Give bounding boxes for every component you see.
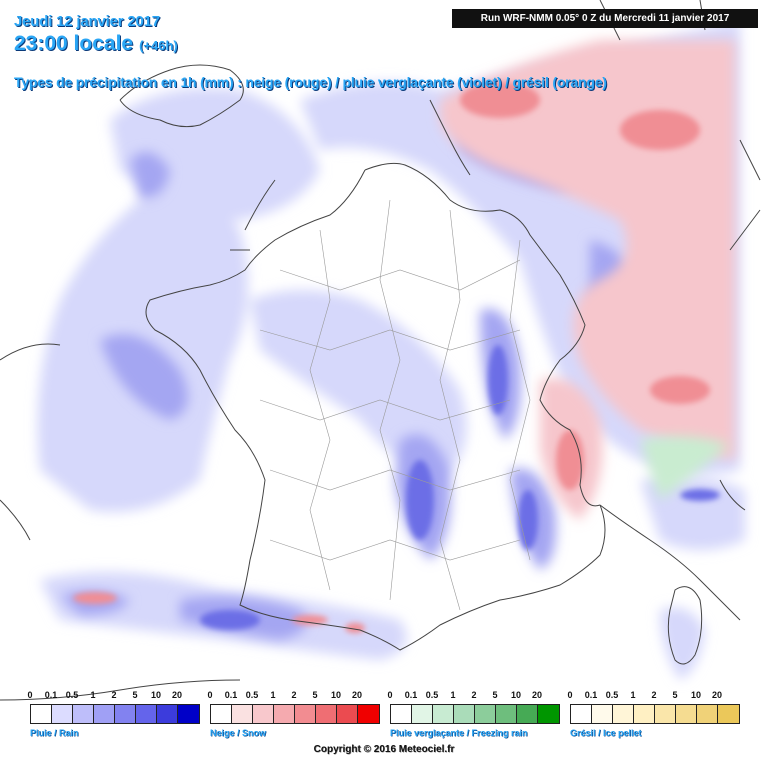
- legend-tick-label: 2: [291, 690, 297, 700]
- legend-color-swatch: [115, 705, 136, 723]
- legend-tick-label: 10: [330, 690, 342, 700]
- forecast-time: 23:00 locale (+46h): [14, 32, 178, 56]
- legend-tick-label: 1: [630, 690, 636, 700]
- legend-color-bar: [570, 704, 740, 724]
- legend-color-swatch: [718, 705, 739, 723]
- legend-tick-label: 10: [510, 690, 522, 700]
- legend-tick-label: 0.1: [224, 690, 238, 700]
- legend-tick-label: 5: [672, 690, 678, 700]
- legend-tick-label: 5: [132, 690, 138, 700]
- legend-color-swatch: [697, 705, 718, 723]
- legend-ticks: 0 0.1 0.5 1 2 5 10 20: [27, 690, 200, 704]
- legend-tick-label: 0.5: [425, 690, 439, 700]
- legend-tick-label: 1: [450, 690, 456, 700]
- legend-color-swatch: [358, 705, 379, 723]
- legend-tick-label: 0.5: [605, 690, 619, 700]
- legend-color-bar: [30, 704, 200, 724]
- legend-tick-label: 0.1: [44, 690, 58, 700]
- legend-color-swatch: [232, 705, 253, 723]
- legend-color-swatch: [73, 705, 94, 723]
- legend-color-swatch: [31, 705, 52, 723]
- legend-tick-label: 0: [27, 690, 33, 700]
- legend-color-swatch: [316, 705, 337, 723]
- model-run-label: Run WRF-NMM 0.05° 0 Z du Mercredi 11 jan…: [452, 9, 758, 28]
- legend-color-swatch: [613, 705, 634, 723]
- legend-color-swatch: [136, 705, 157, 723]
- legend-tick-label: 1: [270, 690, 276, 700]
- map-subtitle: Types de précipitation en 1h (mm) : neig…: [14, 74, 607, 90]
- legend-tick-label: 0: [567, 690, 573, 700]
- legend-ticks: 0 0.1 0.5 1 2 5 10 20: [207, 690, 380, 704]
- legend-tick-label: 0.1: [404, 690, 418, 700]
- legend-color-swatch: [433, 705, 454, 723]
- legend-tick-label: 0.1: [584, 690, 598, 700]
- legend-ticks: 0 0.1 0.5 1 2 5 10 20: [387, 690, 560, 704]
- legend-tick-label: 0: [207, 690, 213, 700]
- legend-color-swatch: [538, 705, 559, 723]
- legend-scale: 0 0.1 0.5 1 2 5 10 20 Grésil / Ice pellet: [567, 690, 740, 738]
- legend-tick-label: 5: [312, 690, 318, 700]
- legend-color-swatch: [454, 705, 475, 723]
- legend-color-swatch: [634, 705, 655, 723]
- legend-tick-label: 1: [90, 690, 96, 700]
- legend-color-swatch: [337, 705, 358, 723]
- departement-borders: [259, 199, 531, 611]
- legend-color-swatch: [274, 705, 295, 723]
- freezing-rain-areas: [640, 436, 730, 500]
- coastlines: [0, 0, 761, 701]
- legend-ticks: 0 0.1 0.5 1 2 5 10 20: [567, 690, 740, 704]
- legend-tick-label: 0: [387, 690, 393, 700]
- legend-tick-label: 0.5: [65, 690, 79, 700]
- legend-tick-label: 20: [711, 690, 723, 700]
- legend-color-swatch: [676, 705, 697, 723]
- legend-tick-label: 20: [531, 690, 543, 700]
- legend-tick-label: 10: [690, 690, 702, 700]
- legend-color-swatch: [571, 705, 592, 723]
- legend-color-swatch: [412, 705, 433, 723]
- legend-tick-label: 2: [471, 690, 477, 700]
- legend-color-swatch: [592, 705, 613, 723]
- legend-color-swatch: [295, 705, 316, 723]
- forecast-time-value: 23:00 locale: [14, 32, 134, 55]
- copyright: Copyright © 2016 Meteociel.fr: [313, 744, 455, 755]
- legend-tick-label: 20: [351, 690, 363, 700]
- legend-color-swatch: [496, 705, 517, 723]
- forecast-lead: (+46h): [139, 38, 178, 53]
- legend-color-bar: [210, 704, 380, 724]
- forecast-date: Jeudi 12 janvier 2017: [14, 13, 160, 30]
- legend-color-swatch: [94, 705, 115, 723]
- legend-color-bar: [390, 704, 560, 724]
- legend-color-swatch: [157, 705, 178, 723]
- legend-color-swatch: [178, 705, 199, 723]
- legend-tick-label: 2: [111, 690, 117, 700]
- legend-color-swatch: [211, 705, 232, 723]
- legend-color-swatch: [253, 705, 274, 723]
- legend-tick-label: 0.5: [245, 690, 259, 700]
- legend-color-swatch: [655, 705, 676, 723]
- legend-label: Grésil / Ice pellet: [570, 728, 642, 738]
- legend-scale: 0 0.1 0.5 1 2 5 10 20 Neige / Snow: [207, 690, 380, 738]
- legend-color-swatch: [517, 705, 538, 723]
- legend-color-swatch: [391, 705, 412, 723]
- legend-label: Neige / Snow: [210, 728, 267, 738]
- legend-scale: 0 0.1 0.5 1 2 5 10 20 Pluie / Rain: [27, 690, 200, 738]
- legend-tick-label: 10: [150, 690, 162, 700]
- legend-color-swatch: [52, 705, 73, 723]
- legend-tick-label: 20: [171, 690, 183, 700]
- legend-color-swatch: [475, 705, 496, 723]
- legend-tick-label: 2: [651, 690, 657, 700]
- legend-scale: 0 0.1 0.5 1 2 5 10 20 Pluie verglaçante / Freezi…: [387, 690, 560, 738]
- legend-label: Pluie / Rain: [30, 728, 79, 738]
- legend-tick-label: 5: [492, 690, 498, 700]
- legend-label: Pluie verglaçante / Freezing rain: [390, 728, 528, 738]
